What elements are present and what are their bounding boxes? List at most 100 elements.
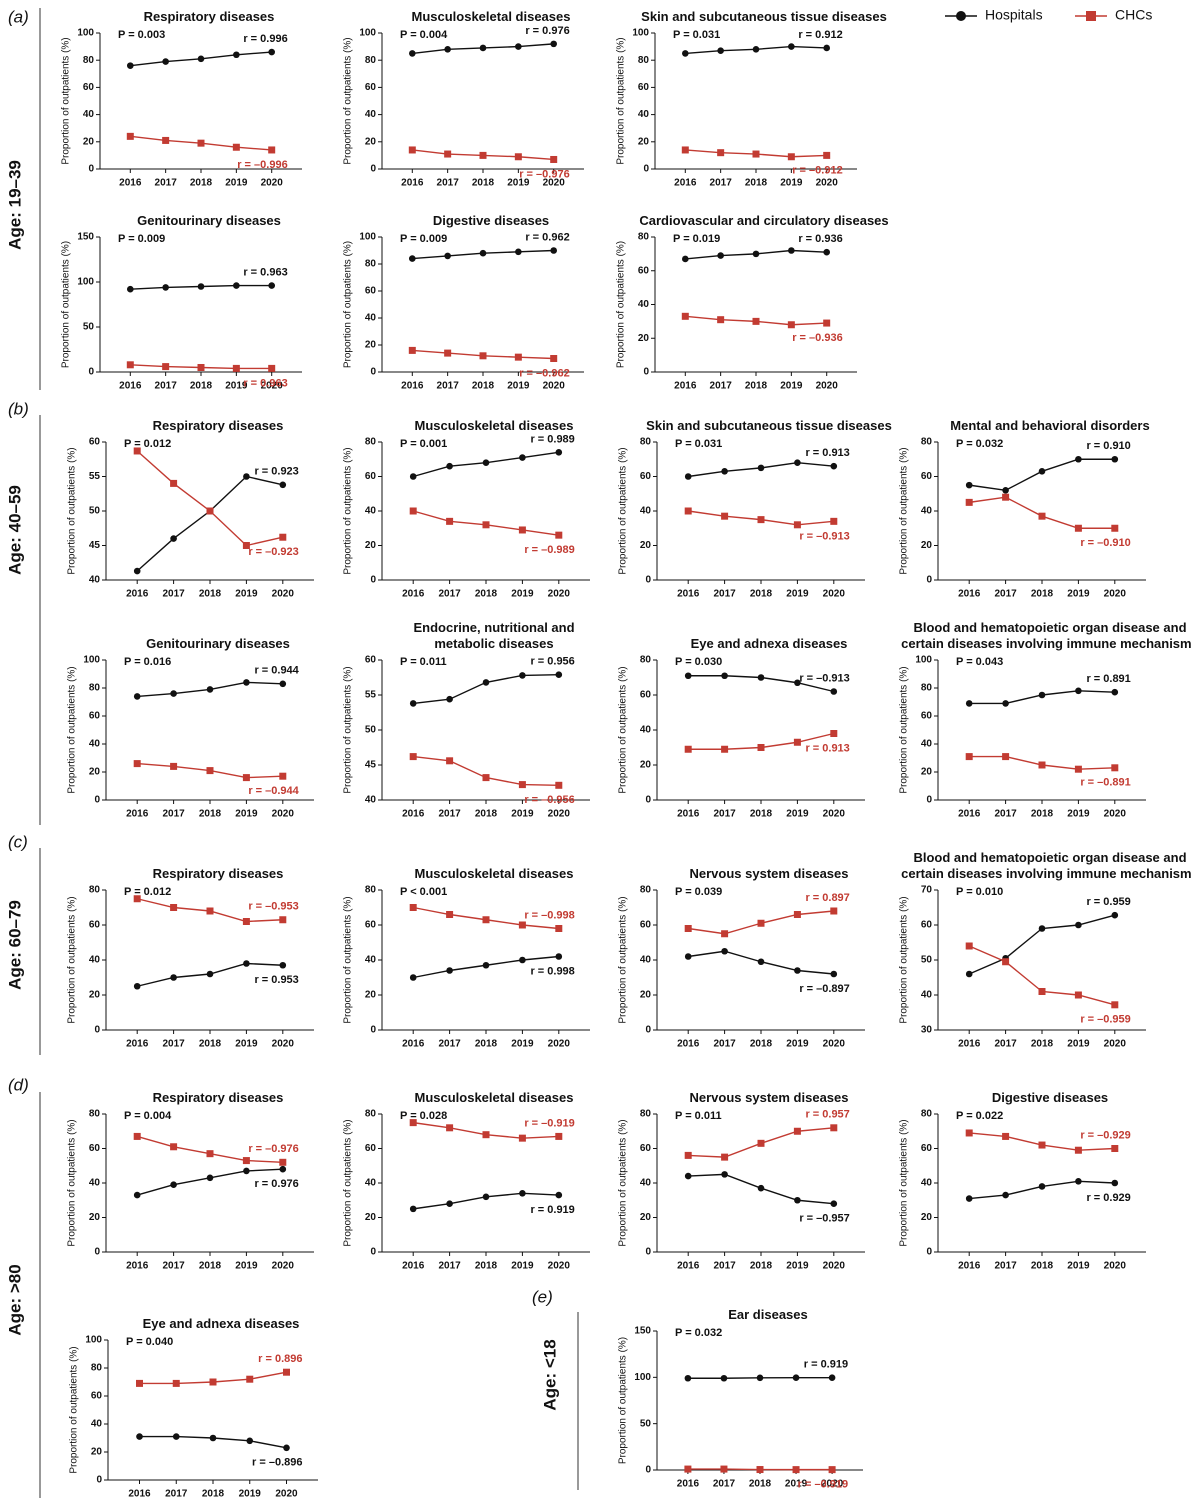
marker [757,919,765,927]
marker [409,1205,417,1213]
marker [757,464,765,472]
y-tick-label: 60 [365,1143,377,1154]
marker [268,146,276,154]
r-annotation: r = 0.963 [243,267,287,279]
marker [446,911,454,918]
marker [965,1195,973,1202]
x-tick-label: 2017 [710,178,733,189]
marker [242,1157,250,1165]
marker [1111,764,1119,772]
marker [965,481,973,489]
marker [757,1184,765,1192]
marker [197,55,205,63]
x-tick-label: 2018 [1031,589,1054,600]
chart-title: Eye and adnexa diseases [142,1316,300,1331]
marker [242,918,250,925]
y-tick-label: 60 [921,920,933,931]
panel-label: Age: 40–59 [5,485,24,575]
r-annotation: r = 0.976 [525,25,569,37]
marker [965,700,973,707]
marker [127,62,134,69]
r-annotation: r = 0.910 [1086,440,1130,452]
r-annotation: r = 0.996 [243,33,287,45]
y-tick-label: 70 [921,885,933,896]
marker [172,1433,180,1440]
x-tick-label: 2020 [548,589,571,600]
marker [162,136,170,144]
x-tick-label: 2019 [507,178,530,189]
marker [242,542,250,549]
y-tick-label: 80 [365,885,377,896]
x-tick-label: 2016 [958,1261,981,1272]
x-tick-label: 2017 [994,809,1017,820]
marker [684,1172,692,1180]
x-tick-label: 2016 [126,1261,149,1272]
x-tick-label: 2020 [272,1261,295,1272]
marker [409,473,417,480]
y-tick-label: 100 [915,655,932,666]
y-tick-label: 40 [365,1178,377,1189]
y-tick-label: 40 [89,955,101,966]
p-annotation: P = 0.011 [400,656,447,668]
y-axis-label: Proportion of outpatients (%) [67,896,78,1023]
marker [136,1433,143,1440]
x-tick-label: 2016 [126,589,149,600]
y-tick-label: 20 [365,340,377,351]
marker [794,459,801,467]
marker [794,679,801,687]
x-tick-label: 2017 [437,178,460,189]
marker [268,364,276,372]
x-tick-label: 2017 [165,1489,188,1500]
marker [555,925,563,932]
marker [555,1191,563,1199]
x-tick-label: 2020 [543,178,566,189]
marker [409,974,417,981]
marker [246,1375,254,1383]
x-tick-label: 2019 [235,809,258,820]
y-tick-label: 20 [921,1212,933,1223]
x-tick-label: 2018 [750,1039,773,1050]
marker [172,1379,180,1387]
marker [519,672,526,679]
p-annotation: P = 0.040 [126,1336,173,1348]
r-annotation: r = 0.998 [530,965,574,977]
x-tick-label: 2016 [958,589,981,600]
x-tick-label: 2017 [994,1039,1017,1050]
y-tick-label: 60 [921,711,933,722]
legend-label: CHCs [1115,7,1152,23]
x-tick-label: 2018 [745,381,768,392]
marker [482,521,490,529]
marker [828,1374,836,1382]
marker [268,282,276,289]
y-tick-label: 80 [365,437,377,448]
marker [721,1153,729,1161]
r-annotation: r = –0.998 [524,909,574,921]
marker [1111,1145,1119,1152]
marker [408,346,416,354]
marker [830,730,838,737]
y-axis-label: Proportion of outpatients (%) [61,37,72,164]
marker [133,447,141,455]
marker [788,43,795,50]
y-axis-label: Proportion of outpatients (%) [899,896,910,1023]
y-tick-label: 0 [370,164,376,175]
x-tick-label: 2020 [1104,1261,1127,1272]
marker [444,46,451,53]
r-annotation: r = –0.989 [524,544,574,556]
marker [242,774,250,782]
r-annotation: r = –0.912 [792,164,842,176]
y-tick-label: 0 [96,1475,102,1486]
marker [830,970,838,978]
marker [409,50,416,57]
y-axis-label: Proportion of outpatients (%) [61,241,72,368]
y-tick-label: 0 [88,367,94,378]
x-tick-label: 2018 [750,589,773,600]
y-tick-label: 20 [89,1212,101,1223]
x-tick-label: 2016 [674,178,697,189]
marker [684,925,692,932]
marker [1074,765,1082,773]
marker [792,1374,800,1382]
r-annotation: r = 0.953 [254,974,298,986]
marker [1111,688,1119,696]
marker [756,1374,764,1382]
